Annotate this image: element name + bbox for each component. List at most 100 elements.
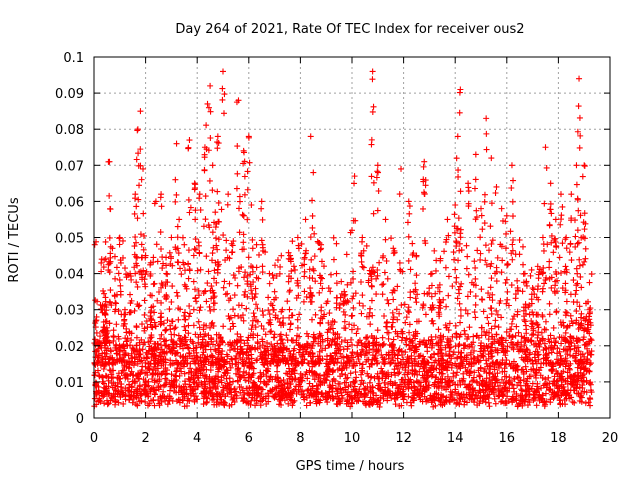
data-point <box>192 246 199 253</box>
data-point <box>270 306 277 313</box>
data-point <box>234 143 241 150</box>
data-point <box>370 179 377 186</box>
data-point <box>259 241 266 248</box>
data-point <box>163 279 170 286</box>
data-point <box>173 140 180 147</box>
data-point <box>396 369 403 376</box>
data-point <box>512 251 519 258</box>
data-point <box>287 321 294 328</box>
y-axis-label: ROTI / TECUs <box>7 197 22 282</box>
data-point <box>101 290 108 297</box>
data-point <box>405 385 412 392</box>
data-point <box>185 260 192 267</box>
data-point <box>127 291 134 298</box>
data-point <box>409 240 416 247</box>
data-point <box>477 373 484 380</box>
data-point <box>168 371 175 378</box>
data-point <box>312 370 319 377</box>
data-point <box>245 254 252 261</box>
data-point <box>557 352 564 359</box>
data-point <box>303 402 310 409</box>
data-point <box>407 266 414 273</box>
data-point <box>136 182 143 189</box>
data-point <box>206 384 213 391</box>
data-point <box>243 349 250 356</box>
data-point <box>351 180 358 187</box>
data-point <box>472 264 479 271</box>
data-point <box>181 241 188 248</box>
data-point <box>559 203 566 210</box>
data-point <box>91 241 98 248</box>
data-point <box>435 326 442 333</box>
data-point <box>328 271 335 278</box>
data-point <box>114 374 121 381</box>
data-point <box>176 343 183 350</box>
x-tick-label: 4 <box>193 431 201 446</box>
data-point <box>440 365 447 372</box>
data-point <box>175 250 182 257</box>
data-point <box>513 323 520 330</box>
data-point <box>546 264 553 271</box>
data-point <box>568 373 575 380</box>
data-point <box>477 256 484 263</box>
data-point <box>230 272 237 279</box>
data-point <box>100 393 107 400</box>
data-point <box>449 395 456 402</box>
data-point <box>168 234 175 241</box>
data-point <box>238 383 245 390</box>
data-point <box>370 210 377 217</box>
data-point <box>455 167 462 174</box>
data-point <box>486 370 493 377</box>
data-point <box>472 275 479 282</box>
data-point <box>261 380 268 387</box>
data-point <box>117 291 124 298</box>
data-point <box>273 385 280 392</box>
data-point <box>169 283 176 290</box>
data-point <box>490 391 497 398</box>
data-point <box>583 379 590 386</box>
data-point <box>221 91 228 98</box>
data-point <box>548 349 555 356</box>
y-tick-label: 0.09 <box>55 87 84 102</box>
data-point <box>457 188 464 195</box>
data-point <box>291 370 298 377</box>
data-point <box>254 305 261 312</box>
data-point <box>112 275 119 282</box>
data-point <box>508 162 515 169</box>
data-point <box>163 326 170 333</box>
data-point <box>226 315 233 322</box>
data-point <box>172 357 179 364</box>
data-point <box>185 247 192 254</box>
data-point <box>207 82 214 89</box>
data-point <box>465 271 472 278</box>
data-point <box>395 370 402 377</box>
data-point <box>342 325 349 332</box>
data-point <box>498 205 505 212</box>
data-point <box>559 240 566 247</box>
data-point <box>141 381 148 388</box>
data-point <box>151 402 158 409</box>
data-point <box>487 284 494 291</box>
data-point <box>374 370 381 377</box>
data-point <box>509 241 516 248</box>
data-point <box>428 333 435 340</box>
data-point <box>463 242 470 249</box>
data-point <box>220 68 226 75</box>
data-point <box>271 288 278 295</box>
data-point <box>268 341 275 348</box>
data-point <box>444 358 451 365</box>
data-point <box>234 282 241 289</box>
data-point <box>566 249 573 256</box>
data-point <box>443 303 450 310</box>
data-point <box>327 288 334 295</box>
data-point <box>425 372 432 379</box>
data-point <box>504 387 511 394</box>
data-point <box>162 381 169 388</box>
data-point <box>204 100 211 107</box>
data-point <box>540 241 547 248</box>
data-point <box>133 334 140 341</box>
data-point <box>195 339 202 346</box>
data-point <box>244 216 251 223</box>
data-point <box>489 237 496 244</box>
data-point <box>567 312 574 319</box>
